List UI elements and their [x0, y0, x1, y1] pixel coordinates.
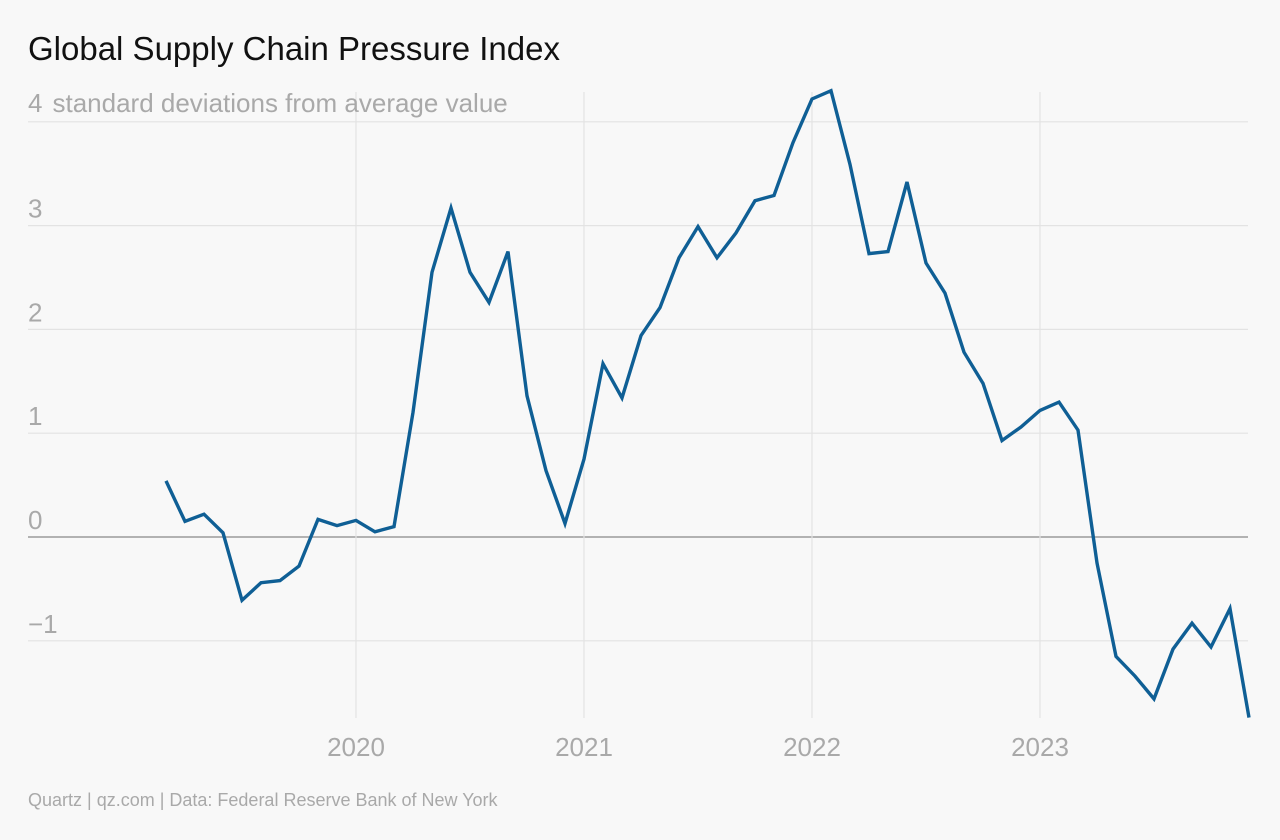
- x-tick-label: 2023: [1011, 732, 1069, 762]
- x-tick-label: 2021: [555, 732, 613, 762]
- y-axis-label-unit: standard deviations from average value: [52, 88, 507, 118]
- gridlines: [28, 92, 1248, 718]
- y-ticks: 3 2 1 0 −1: [28, 194, 58, 639]
- y-tick-label: 2: [28, 297, 42, 327]
- y-axis-label: 4 standard deviations from average value: [28, 88, 508, 118]
- chart-title: Global Supply Chain Pressure Index: [28, 30, 560, 67]
- y-tick-label: 0: [28, 505, 42, 535]
- y-tick-label: 3: [28, 194, 42, 224]
- x-ticks: 2020 2021 2022 2023: [327, 732, 1069, 762]
- y-label-number: 4: [28, 88, 42, 118]
- x-tick-label: 2020: [327, 732, 385, 762]
- y-tick-label: −1: [28, 609, 58, 639]
- source-note: Quartz | qz.com | Data: Federal Reserve …: [28, 790, 499, 810]
- x-tick-label: 2022: [783, 732, 841, 762]
- line-layer: [164, 88, 1251, 718]
- y-tick-label: 1: [28, 401, 42, 431]
- series-line: [164, 88, 1251, 718]
